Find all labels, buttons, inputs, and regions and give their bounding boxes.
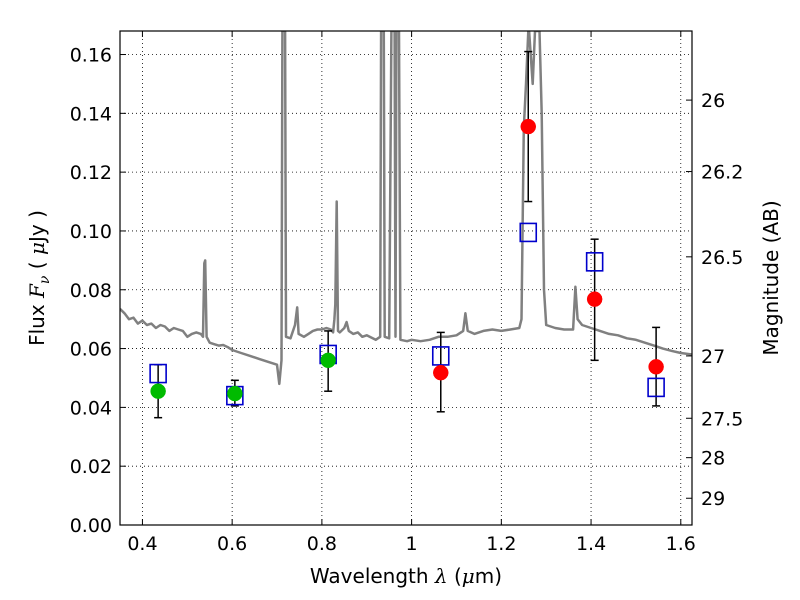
x-tick-label: 1.2 [486,533,516,555]
x-tick-label: 0.6 [217,533,247,555]
x-tick-label: 1 [406,533,418,555]
y-tick-label: 0.14 [70,103,112,125]
data-layer [120,31,692,419]
x-tick-label: 1.6 [666,533,696,555]
right-tick-label: 26.2 [701,162,743,184]
photometry-point [150,383,166,399]
tick-layer: 0.4 0.6 0.8 1 1.2 1.4 1.6 0.00 0.02 0.04 0.06 0.08 0… [70,31,743,555]
right-tick-label: 26 [701,90,725,112]
photometry-point [648,359,664,375]
photometry-point [520,118,537,135]
y-tick-label: 0.12 [70,162,112,184]
y-axis-label: Flux Fν ( μJy ) [25,210,53,346]
photometry-point [433,364,449,381]
right-tick-label: 27.5 [701,408,743,430]
x-axis-label: Wavelength λ (μm) [310,564,502,588]
x-tick-label: 1.4 [576,533,606,555]
spectrum-line [120,31,692,386]
photometry-point [586,291,603,307]
y-tick-label: 0.16 [70,45,112,67]
model-square-marker [149,363,167,384]
x-tick-label: 0.8 [307,533,337,555]
plot-frame [119,30,693,526]
y-tick-label: 0.06 [70,339,112,361]
model-square-marker [519,222,538,243]
model-square-marker [585,252,604,272]
y-tick-label: 0.04 [70,397,112,419]
right-axis-label: Magnitude (AB) [759,200,783,355]
model-square-marker [431,346,450,366]
photometry-point [227,385,243,402]
right-tick-label: 27 [701,346,725,368]
model-square-marker [647,377,665,398]
y-tick-label: 0.08 [70,280,112,302]
x-tick-label: 0.4 [127,533,157,555]
right-tick-label: 28 [701,448,725,470]
y-tick-label: 0.02 [70,456,112,478]
y-tick-label: 0.00 [70,515,112,537]
right-tick-label: 29 [701,488,725,510]
y-tick-label: 0.10 [70,221,112,243]
right-tick-label: 26.5 [701,247,743,269]
photometry-point [320,352,336,369]
